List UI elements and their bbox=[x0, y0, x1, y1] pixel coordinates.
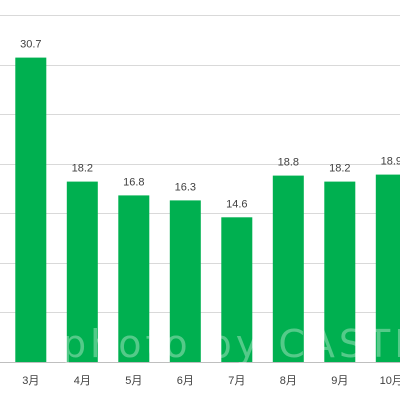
category-label: 9月 bbox=[331, 375, 348, 387]
data-label: 16.8 bbox=[123, 176, 144, 188]
bar-8 bbox=[375, 174, 400, 362]
bar-3 bbox=[118, 195, 150, 362]
data-label: 30.7 bbox=[20, 39, 41, 51]
bar-6 bbox=[272, 175, 304, 362]
category-label: 3月 bbox=[22, 375, 39, 387]
bar-5 bbox=[221, 217, 253, 362]
category-label: 6月 bbox=[177, 375, 194, 387]
data-label: 14.6 bbox=[226, 198, 247, 210]
category-label: 4月 bbox=[74, 375, 91, 387]
category-label: 10月 bbox=[380, 375, 400, 387]
category-label: 5月 bbox=[125, 375, 142, 387]
bar-2 bbox=[66, 181, 98, 362]
data-label: 18.2 bbox=[329, 163, 350, 175]
category-label: 7月 bbox=[228, 375, 245, 387]
data-label: 18.8 bbox=[278, 157, 299, 169]
bar-1 bbox=[15, 57, 47, 362]
data-label: 18.9 bbox=[381, 156, 400, 168]
data-label: 18.2 bbox=[72, 163, 93, 175]
bar-4 bbox=[169, 200, 201, 362]
category-label: 8月 bbox=[280, 375, 297, 387]
data-label: 16.3 bbox=[175, 181, 196, 193]
bar-7 bbox=[324, 181, 356, 362]
